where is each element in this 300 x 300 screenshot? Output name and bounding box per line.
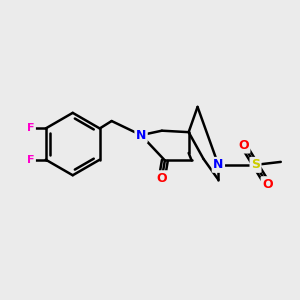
Text: F: F [27, 155, 34, 165]
Text: N: N [136, 129, 146, 142]
Text: O: O [262, 178, 273, 191]
Text: F: F [27, 124, 34, 134]
Text: O: O [157, 172, 167, 185]
Text: S: S [251, 158, 260, 171]
Text: O: O [238, 139, 249, 152]
Text: N: N [213, 158, 224, 171]
